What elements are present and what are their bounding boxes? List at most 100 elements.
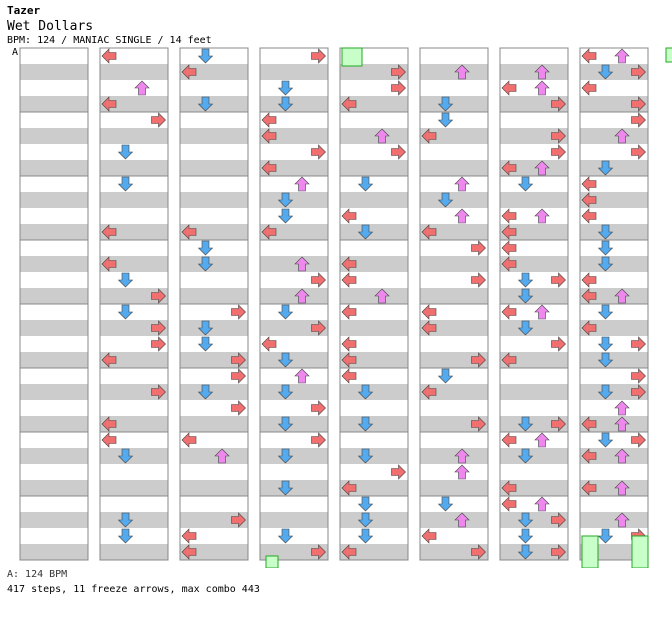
down-arrow-icon — [277, 480, 294, 496]
chart-column — [99, 47, 169, 561]
left-arrow-icon — [101, 256, 117, 272]
down-arrow-icon — [197, 96, 214, 112]
down-arrow-icon — [277, 304, 294, 320]
right-arrow-icon — [631, 96, 646, 112]
up-arrow-icon — [294, 368, 310, 384]
chart-column — [499, 47, 569, 561]
down-arrow-icon — [277, 384, 294, 400]
up-arrow-icon — [614, 448, 630, 464]
up-arrow-icon — [614, 416, 630, 432]
freeze-arrow — [581, 535, 599, 568]
down-arrow-icon — [197, 256, 214, 272]
down-arrow-icon — [197, 384, 214, 400]
right-arrow-icon — [151, 288, 166, 304]
left-arrow-icon — [581, 80, 597, 96]
up-arrow-icon — [374, 128, 390, 144]
up-arrow-icon — [614, 48, 630, 64]
left-arrow-icon — [421, 384, 437, 400]
down-arrow-icon — [117, 144, 134, 160]
right-arrow-icon — [311, 272, 326, 288]
left-arrow-icon — [421, 320, 437, 336]
down-arrow-icon — [597, 224, 614, 240]
left-arrow-icon — [501, 480, 517, 496]
up-arrow-icon — [534, 304, 550, 320]
down-arrow-icon — [517, 176, 534, 192]
bpm-legend: A: 124 BPM — [7, 569, 68, 580]
left-arrow-icon — [261, 112, 277, 128]
right-arrow-icon — [631, 64, 646, 80]
right-arrow-icon — [151, 336, 166, 352]
left-arrow-icon — [581, 480, 597, 496]
down-arrow-icon — [517, 512, 534, 528]
left-arrow-icon — [341, 272, 357, 288]
freeze-arrow — [665, 47, 672, 63]
chart-meta: BPM: 124 / MANIAC SINGLE / 14 feet — [7, 35, 212, 46]
left-arrow-icon — [501, 80, 517, 96]
up-arrow-icon — [614, 480, 630, 496]
right-arrow-icon — [311, 544, 326, 560]
right-arrow-icon — [231, 352, 246, 368]
down-arrow-icon — [277, 192, 294, 208]
down-arrow-icon — [117, 176, 134, 192]
left-arrow-icon — [101, 432, 117, 448]
down-arrow-icon — [437, 496, 454, 512]
chart-column — [259, 47, 329, 561]
left-arrow-icon — [101, 48, 117, 64]
left-arrow-icon — [501, 304, 517, 320]
right-arrow-icon — [631, 336, 646, 352]
right-arrow-icon — [231, 368, 246, 384]
left-arrow-icon — [581, 192, 597, 208]
down-arrow-icon — [117, 304, 134, 320]
up-arrow-icon — [614, 128, 630, 144]
left-arrow-icon — [341, 304, 357, 320]
left-arrow-icon — [341, 352, 357, 368]
left-arrow-icon — [101, 96, 117, 112]
chart-column — [579, 47, 649, 561]
up-arrow-icon — [614, 288, 630, 304]
left-arrow-icon — [261, 128, 277, 144]
left-arrow-icon — [581, 272, 597, 288]
left-arrow-icon — [181, 224, 197, 240]
artist-name: Tazer — [7, 4, 41, 17]
down-arrow-icon — [517, 544, 534, 560]
right-arrow-icon — [551, 144, 566, 160]
right-arrow-icon — [311, 48, 326, 64]
down-arrow-icon — [517, 272, 534, 288]
up-arrow-icon — [534, 64, 550, 80]
down-arrow-icon — [597, 240, 614, 256]
up-arrow-icon — [134, 80, 150, 96]
left-arrow-icon — [341, 480, 357, 496]
left-arrow-icon — [181, 64, 197, 80]
left-arrow-icon — [261, 160, 277, 176]
up-arrow-icon — [294, 288, 310, 304]
left-arrow-icon — [421, 224, 437, 240]
right-arrow-icon — [231, 304, 246, 320]
down-arrow-icon — [357, 528, 374, 544]
up-arrow-icon — [534, 160, 550, 176]
right-arrow-icon — [551, 96, 566, 112]
freeze-arrow — [265, 555, 279, 568]
up-arrow-icon — [454, 512, 470, 528]
down-arrow-icon — [277, 528, 294, 544]
left-arrow-icon — [581, 288, 597, 304]
freeze-arrow — [341, 47, 363, 67]
down-arrow-icon — [277, 208, 294, 224]
left-arrow-icon — [181, 544, 197, 560]
chart-stats: 417 steps, 11 freeze arrows, max combo 4… — [7, 584, 260, 595]
left-arrow-icon — [421, 528, 437, 544]
right-arrow-icon — [311, 400, 326, 416]
left-arrow-icon — [501, 256, 517, 272]
down-arrow-icon — [357, 448, 374, 464]
left-arrow-icon — [421, 128, 437, 144]
right-arrow-icon — [551, 272, 566, 288]
down-arrow-icon — [597, 160, 614, 176]
left-arrow-icon — [181, 528, 197, 544]
down-arrow-icon — [277, 416, 294, 432]
right-arrow-icon — [471, 352, 486, 368]
right-arrow-icon — [151, 384, 166, 400]
right-arrow-icon — [391, 64, 406, 80]
up-arrow-icon — [454, 64, 470, 80]
down-arrow-icon — [357, 416, 374, 432]
left-arrow-icon — [341, 96, 357, 112]
step-chart — [19, 47, 672, 568]
